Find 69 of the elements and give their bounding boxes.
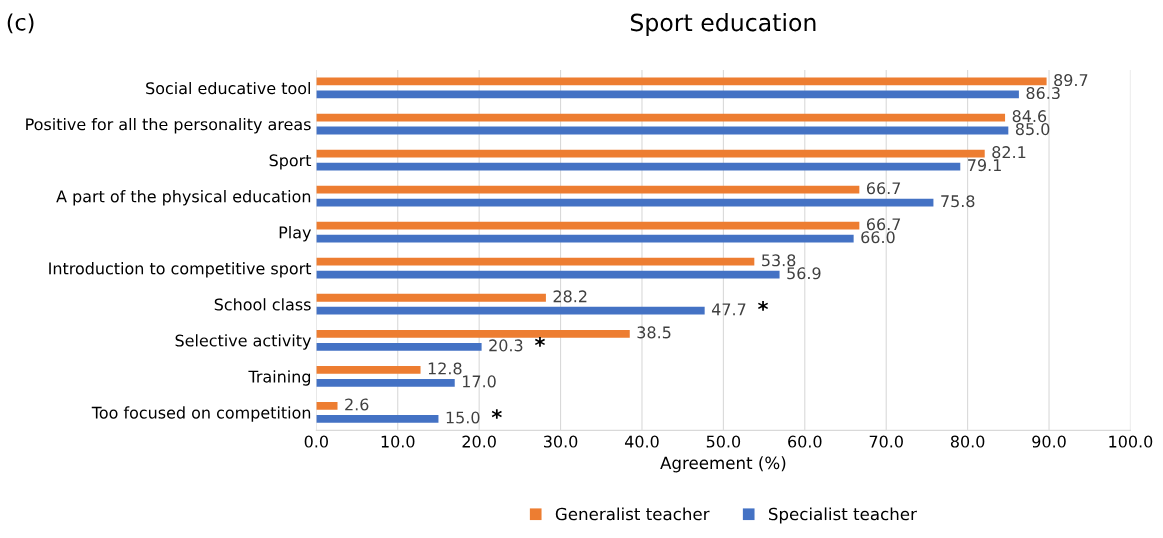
- x-axis-title: Agreement (%): [660, 456, 786, 473]
- data-label: 15.0: [446, 411, 480, 424]
- bar: [316, 77, 1047, 86]
- bar: [316, 329, 630, 338]
- data-label: 2.6: [345, 398, 369, 411]
- data-label: 17.0: [463, 375, 496, 388]
- data-label: 85.0: [1015, 123, 1050, 136]
- text: (c): [7, 13, 34, 34]
- bar: [316, 185, 860, 194]
- annotation: *: [757, 301, 769, 311]
- y-tick-label: Too focused on competition: [91, 406, 311, 422]
- data-label: 12.8: [428, 362, 462, 375]
- bar: [316, 126, 1009, 135]
- x-tick-label: 50.0: [706, 435, 741, 448]
- data-label: 47.7: [711, 303, 746, 316]
- data-label: 38.5: [637, 326, 671, 339]
- bar: [316, 306, 705, 315]
- y-tick-label: Selective activity: [175, 334, 311, 350]
- bar: [316, 414, 439, 423]
- bar: [316, 378, 455, 387]
- data-label: 28.2: [553, 290, 587, 303]
- bar: [316, 257, 755, 266]
- data-label: 20.3: [489, 339, 523, 352]
- y-tick-label: A part of the physical education: [56, 190, 311, 206]
- x-tick-label: 60.0: [788, 435, 822, 448]
- data-label: 89.7: [1054, 74, 1088, 87]
- data-label: 79.1: [968, 159, 1001, 172]
- data-label: 84.6: [1012, 110, 1047, 123]
- y-tick-label: Social educative tool: [146, 81, 310, 95]
- bar: [316, 198, 934, 207]
- x-tick-label: 10.0: [381, 435, 415, 448]
- data-label: 66.7: [866, 218, 901, 231]
- x-tick-label: 30.0: [544, 435, 578, 448]
- x-tick-label: 20.0: [462, 435, 496, 448]
- bar: [316, 221, 860, 230]
- data-label: 75.8: [941, 195, 975, 208]
- data-label: 56.9: [787, 267, 821, 280]
- y-tick-label: Sport: [269, 154, 312, 170]
- data-label: 86.3: [1026, 87, 1060, 100]
- data-label: 66.7: [866, 182, 901, 195]
- x-tick-label: 70.0: [869, 435, 903, 448]
- y-tick-label: School class: [214, 298, 311, 311]
- bar: [316, 293, 546, 302]
- x-tick-label: 100.0: [1109, 435, 1153, 448]
- bar: [316, 90, 1019, 99]
- annotation: *: [534, 337, 545, 347]
- y-tick-label: Positive for all the personality areas: [26, 117, 311, 134]
- x-tick-label: 80.0: [950, 435, 985, 448]
- x-tick-label: 0.0: [304, 435, 328, 448]
- data-label: 82.1: [992, 146, 1026, 159]
- legend-label: Specialist teacher: [768, 507, 917, 524]
- bar: [316, 270, 780, 279]
- bar: [316, 234, 854, 243]
- legend-label: Generalist teacher: [555, 507, 710, 521]
- y-tick-label: Training: [248, 370, 311, 386]
- chart-title: Sport education: [630, 13, 816, 36]
- y-tick-label: Introduction to competitive sport: [49, 262, 312, 278]
- bar: [316, 402, 338, 410]
- bar: [316, 162, 961, 171]
- x-tick-label: 40.0: [624, 435, 659, 448]
- data-label: 66.0: [861, 231, 895, 244]
- bar: [316, 149, 985, 158]
- y-tick-label: Play: [279, 226, 311, 242]
- data-label: 53.8: [762, 254, 796, 267]
- x-tick-label: 90.0: [1032, 435, 1066, 448]
- bar: [316, 365, 421, 374]
- bar: [316, 342, 482, 351]
- bar: [316, 113, 1006, 122]
- annotation: *: [491, 409, 502, 419]
